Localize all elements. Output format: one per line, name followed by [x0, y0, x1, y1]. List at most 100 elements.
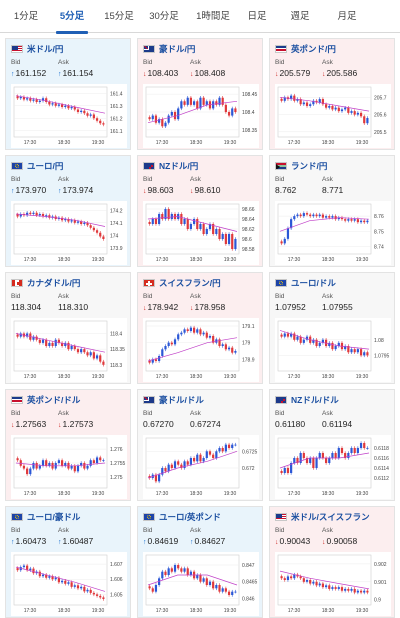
currency-pair-link[interactable]: 豪ドル/円 — [143, 42, 195, 55]
tab-timeframe[interactable]: 1時間足 — [196, 11, 230, 22]
candle-body — [199, 224, 202, 229]
candle-body — [64, 580, 67, 584]
candle-body — [337, 587, 340, 589]
currency-card[interactable]: 豪ドル/円 Bid Ask ↓108.403 ↓108.408 108.45 108.4 10… — [137, 38, 263, 150]
candle-body — [192, 327, 196, 333]
candle-body — [366, 118, 369, 124]
currency-pair-link[interactable]: カナダドル/円 — [11, 276, 80, 289]
bid-label: Bid — [11, 527, 21, 534]
candle-body — [318, 583, 321, 586]
tab-timeframe[interactable]: 30分足 — [149, 11, 179, 22]
x-tick-label: 18:30 — [322, 374, 335, 380]
price-chart[interactable]: 118.4 118.35 118.3 17:30 18:30 19:30 — [11, 318, 127, 382]
currency-card[interactable]: カナダドル/円 Bid Ask 118.304 118.310 118.4 118.35 11… — [5, 272, 131, 384]
candle-body — [86, 222, 89, 226]
price-chart[interactable]: 1.607 1.606 1.605 17:30 18:30 19:30 — [11, 552, 127, 616]
candle-body — [32, 336, 35, 340]
bid-label: Bid — [11, 176, 21, 183]
candle-body — [359, 443, 363, 448]
currency-card[interactable]: スイスフラン/円 Bid Ask ↓178.942 ↓178.958 179.1 179 17… — [137, 272, 263, 384]
price-chart[interactable]: 0.6118 0.6116 0.6114 0.6112 17:30 18:30 19:30 — [275, 435, 391, 499]
currency-card[interactable]: NZドル/ドル Bid Ask 0.61180 0.61194 0.6118 0.6116 0… — [269, 389, 395, 501]
bid-price: 8.762 — [275, 185, 296, 195]
candle-body — [80, 586, 83, 589]
currency-pair-link[interactable]: NZドル/円 — [143, 159, 198, 172]
currency-pair-link[interactable]: NZドル/ドル — [275, 393, 339, 406]
currency-card[interactable]: ランド/円 Bid Ask 8.762 8.771 8.76 8.75 8.74 17:30 18… — [269, 155, 395, 267]
candle-body — [51, 103, 54, 105]
tab-timeframe[interactable]: 日足 — [247, 11, 267, 22]
candle-body — [29, 468, 32, 475]
currency-card[interactable]: NZドル/円 Bid Ask ↓98.603 ↓98.610 98.66 98.64 98.6… — [137, 155, 263, 267]
currency-card[interactable]: 豪ドル/ドル Bid Ask 0.67270 0.67274 0.6725 0.672 17:… — [137, 389, 263, 501]
currency-pair-link[interactable]: 英ポンド/ドル — [11, 393, 80, 406]
tab-timeframe[interactable]: 月足 — [337, 11, 357, 22]
price-chart[interactable]: 0.902 0.901 0.9 17:30 18:30 19:30 — [275, 552, 391, 616]
price-chart[interactable]: 205.7 205.6 205.5 17:30 18:30 19:30 — [275, 84, 391, 148]
ask-price: ↓178.958 — [190, 302, 225, 312]
candle-body — [167, 115, 170, 123]
currency-pair-link[interactable]: 米ドル/円 — [11, 42, 63, 55]
candle-body — [356, 590, 359, 593]
price-chart[interactable]: 179.1 179 178.9 17:30 18:30 19:30 — [143, 318, 259, 382]
tab-timeframe[interactable]: 15分足 — [104, 11, 134, 22]
candle-body — [212, 336, 215, 343]
candle-body — [76, 109, 80, 112]
price-chart[interactable]: 98.66 98.64 98.62 98.6 98.58 17:30 18:30 19:30 — [143, 201, 259, 265]
currency-pair-link[interactable]: スイスフラン/円 — [143, 276, 221, 289]
candle-body — [302, 453, 305, 458]
candle-body — [45, 215, 48, 217]
candle-body — [234, 351, 237, 353]
bid-label: Bid — [143, 176, 153, 183]
price-chart[interactable]: 108.45 108.4 108.35 17:30 18:30 19:30 — [143, 84, 259, 148]
x-tick-label: 17:30 — [24, 374, 37, 380]
candle-body — [48, 576, 51, 578]
currency-pair-link[interactable]: ユーロ/ドル — [275, 276, 336, 289]
currency-pair-link[interactable]: ユーロ/英ポンド — [143, 510, 221, 523]
candle-body — [183, 329, 186, 333]
price-chart[interactable]: 0.847 0.8465 0.846 17:30 18:30 19:30 — [143, 552, 259, 616]
currency-card[interactable]: ユーロ/ドル Bid Ask 1.07952 1.07955 1.08 1.0795 17:3… — [269, 272, 395, 384]
currency-pair-link[interactable]: ランド/円 — [275, 159, 327, 172]
candle-body — [170, 342, 173, 345]
candle-body — [45, 460, 48, 466]
candle-body — [224, 444, 227, 452]
price-chart[interactable]: 1.276 1.2755 1.275 17:30 18:30 19:30 — [11, 435, 127, 499]
candle-body — [19, 97, 22, 99]
currency-pair-link[interactable]: 米ドル/スイスフラン — [275, 510, 370, 523]
candle-body — [280, 471, 283, 473]
candle-body — [183, 101, 186, 105]
candlestick-chart: 0.847 0.8465 0.846 17:30 18:30 19:30 — [145, 554, 258, 614]
price-chart[interactable]: 8.76 8.75 8.74 17:30 18:30 19:30 — [275, 201, 391, 265]
currency-card[interactable]: 米ドル/円 Bid Ask ↑161.152 ↑161.154 161.4 161.3 161… — [5, 38, 131, 150]
price-chart[interactable]: 0.6725 0.672 17:30 18:30 19:30 — [143, 435, 259, 499]
candle-body — [16, 96, 19, 99]
tab-timeframe[interactable]: 5分足 — [52, 0, 92, 34]
currency-card[interactable]: 英ポンド/ドル Bid Ask ↓1.27563 ↓1.27573 1.276 1.2755… — [5, 389, 131, 501]
trend-up-arrow-icon: ↑ — [58, 539, 62, 546]
currency-pair-link[interactable]: ユーロ/円 — [11, 159, 63, 172]
price-chart[interactable]: 161.4 161.3 161.2 161.1 17:30 18:30 19:30 — [11, 84, 127, 148]
currency-pair-link[interactable]: ユーロ/豪ドル — [11, 510, 80, 523]
price-chart[interactable]: 174.2 174.1 174 173.9 17:30 18:30 19:30 — [11, 201, 127, 265]
candle-body — [205, 332, 208, 338]
y-tick-label: 0.6112 — [374, 476, 389, 482]
currency-card[interactable]: ユーロ/英ポンド Bid Ask ↑0.84619 ↑0.84627 0.847 0.846… — [137, 506, 263, 618]
tab-timeframe[interactable]: 1分足 — [13, 11, 39, 22]
plot-frame — [13, 554, 108, 606]
tab-timeframe[interactable]: 週足 — [290, 11, 310, 22]
candle-body — [95, 230, 99, 233]
bid-price: ↓0.90043 — [275, 536, 310, 546]
currency-card[interactable]: ユーロ/豪ドル Bid Ask ↑1.60473 ↑1.60487 1.607 1.606 1… — [5, 506, 131, 618]
currency-pair-link[interactable]: 英ポンド/円 — [275, 42, 336, 55]
currency-pair-link[interactable]: 豪ドル/ドル — [143, 393, 204, 406]
trend-down-arrow-icon: ↓ — [143, 305, 147, 312]
candle-body — [189, 97, 193, 105]
ask-price: ↓1.27573 — [58, 419, 93, 429]
price-chart[interactable]: 1.08 1.0795 17:30 18:30 19:30 — [275, 318, 391, 382]
currency-card[interactable]: 米ドル/スイスフラン Bid Ask ↓0.90043 ↓0.90058 0.902 0.9… — [269, 506, 395, 618]
ask-label: Ask — [190, 410, 201, 417]
currency-card[interactable]: ユーロ/円 Bid Ask ↑173.970 ↑173.974 174.2 174.1 174… — [5, 155, 131, 267]
currency-card[interactable]: 英ポンド/円 Bid Ask ↓205.579 ↓205.586 205.7 205.6 20… — [269, 38, 395, 150]
candle-body — [293, 333, 296, 340]
